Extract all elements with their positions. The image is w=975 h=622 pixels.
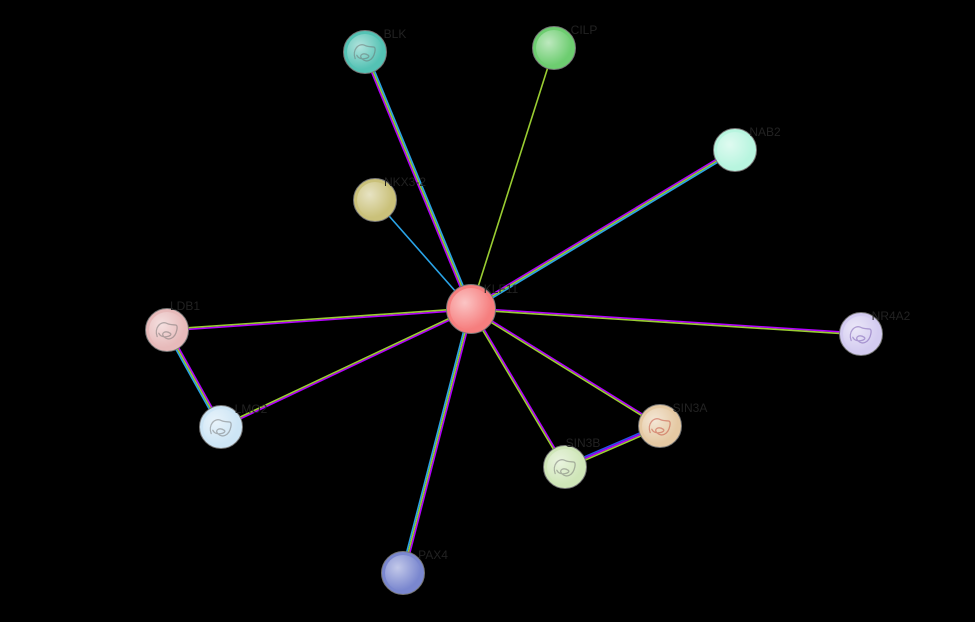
edge-KLF11-NR4A2 [471,308,861,333]
protein-structure-icon [843,316,879,352]
node-LDB1[interactable] [145,308,189,352]
protein-structure-icon [149,312,185,348]
edge-KLF11-CILP [471,48,554,309]
node-inner [450,288,492,330]
edge-KLF11-NAB2 [470,149,734,308]
node-NR4A2[interactable] [839,312,883,356]
edge-KLF11-NR4A2 [471,310,861,335]
node-inner [357,182,393,218]
edge-KLF11-LMO2 [221,308,471,426]
node-inner [536,30,572,66]
protein-structure-icon [547,449,583,485]
network-canvas: KLF11BLKCILPNAB2NKX3-2LDB1LMO2PAX4SIN3BS… [0,0,975,622]
protein-structure-icon [203,409,239,445]
node-BLK[interactable] [343,30,387,74]
edge-KLF11-SIN3A [471,308,660,425]
node-LMO2[interactable] [199,405,243,449]
node-inner [717,132,753,168]
edge-KLF11-PAX4 [405,309,473,573]
edge-KLF11-LDB1 [167,310,471,331]
protein-structure-icon [347,34,383,70]
node-PAX4[interactable] [381,551,425,595]
edge-KLF11-NAB2 [472,151,736,310]
edge-KLF11-SIN3B [470,309,564,467]
node-SIN3A[interactable] [638,404,682,448]
protein-structure-icon [642,408,678,444]
node-CILP[interactable] [532,26,576,70]
edge-KLF11-PAX4 [403,309,471,573]
node-NAB2[interactable] [713,128,757,172]
edge-KLF11-LMO2 [221,310,471,428]
edge-KLF11-SIN3B [472,309,566,467]
edge-KLF11-PAX4 [401,309,469,573]
node-NKX3-2[interactable] [353,178,397,222]
node-KLF11[interactable] [446,284,496,334]
node-inner [385,555,421,591]
node-SIN3B[interactable] [543,445,587,489]
edge-KLF11-SIN3A [471,310,660,427]
edge-KLF11-NAB2 [471,150,735,309]
edge-KLF11-LDB1 [167,308,471,329]
